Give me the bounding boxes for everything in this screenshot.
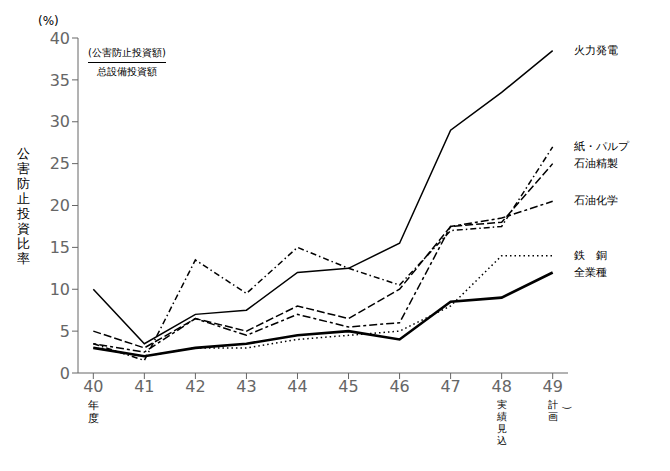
html-text:(公害防止投資額): (公害防止投資額) (88, 47, 166, 58)
svg-text:15: 15 (50, 238, 70, 257)
html-text:总設備投資額: 总設備投資額 (96, 66, 157, 77)
svg-text:10: 10 (50, 280, 70, 299)
html-text:止: 止 (16, 190, 30, 206)
html-text:紙・パルプ: 紙・パルプ (574, 139, 629, 153)
html-text:資: 資 (16, 220, 30, 236)
svg-text:20: 20 (50, 196, 70, 215)
html-text:全業種: 全業種 (574, 265, 607, 279)
html-text:計: 計 (547, 399, 558, 410)
svg-text:44: 44 (287, 377, 307, 396)
html-text:防: 防 (16, 175, 30, 191)
html-text:害: 害 (16, 160, 30, 176)
svg-text:45: 45 (338, 377, 358, 396)
svg-text:42: 42 (185, 377, 205, 396)
svg-text:49: 49 (543, 377, 563, 396)
html-text:実: 実 (496, 399, 507, 410)
html-text:見: 見 (496, 423, 507, 434)
svg-text:47: 47 (440, 377, 460, 396)
html-text:度: 度 (87, 412, 99, 425)
html-text:石油精製: 石油精製 (574, 156, 618, 170)
html-text:年: 年 (87, 399, 99, 412)
svg-text:41: 41 (134, 377, 154, 396)
html-text:投: 投 (16, 205, 30, 221)
svg-text:30: 30 (50, 112, 70, 131)
html-text:石油化学: 石油化学 (574, 194, 618, 208)
svg-text:35: 35 (50, 71, 70, 90)
svg-text:40: 40 (50, 29, 70, 48)
svg-text:46: 46 (389, 377, 409, 396)
svg-text:25: 25 (50, 154, 70, 173)
svg-text:48: 48 (491, 377, 511, 396)
html-text:比: 比 (16, 235, 30, 251)
html-text:込: 込 (496, 435, 507, 446)
svg-text:40: 40 (83, 377, 103, 396)
html-text:公: 公 (16, 145, 30, 161)
html-text:鉄 銅: 鉄 銅 (574, 248, 607, 262)
svg-text:0: 0 (60, 364, 70, 383)
html-text:率: 率 (16, 250, 30, 266)
svg-text:5: 5 (60, 322, 70, 341)
html-text:火力発電: 火力発電 (574, 43, 618, 57)
html-text:画: 画 (547, 411, 558, 422)
html-text:績: 績 (496, 411, 507, 422)
svg-text:43: 43 (236, 377, 256, 396)
